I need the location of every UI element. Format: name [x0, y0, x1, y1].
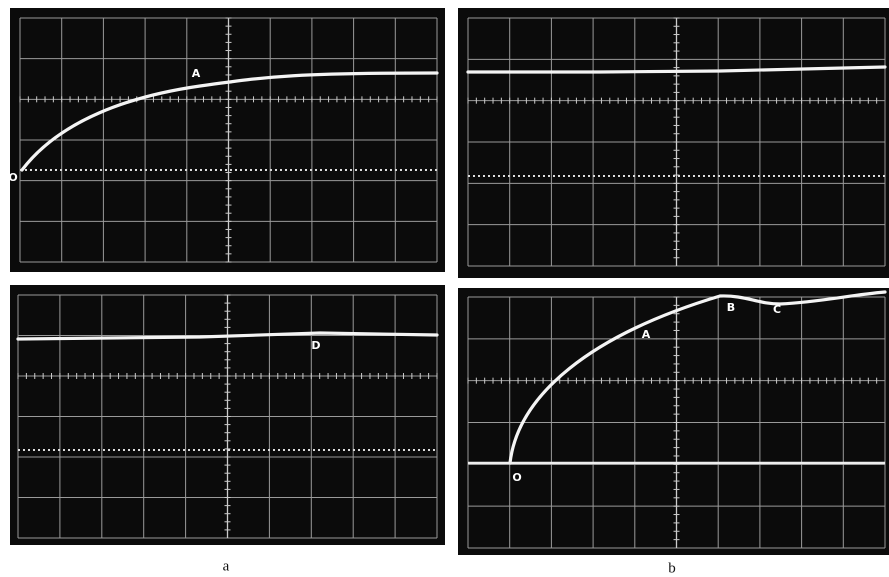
- point-label: D: [311, 339, 320, 352]
- point-label: O: [8, 171, 17, 184]
- screen-panel: [458, 8, 889, 278]
- point-label: A: [192, 67, 201, 80]
- caption: b: [668, 560, 676, 576]
- point-label: C: [773, 303, 781, 316]
- point-label: B: [727, 301, 735, 314]
- figure: O A D O A B C a b: [0, 0, 889, 577]
- point-label: A: [642, 328, 651, 341]
- caption: a: [223, 558, 230, 574]
- point-label: O: [512, 471, 521, 484]
